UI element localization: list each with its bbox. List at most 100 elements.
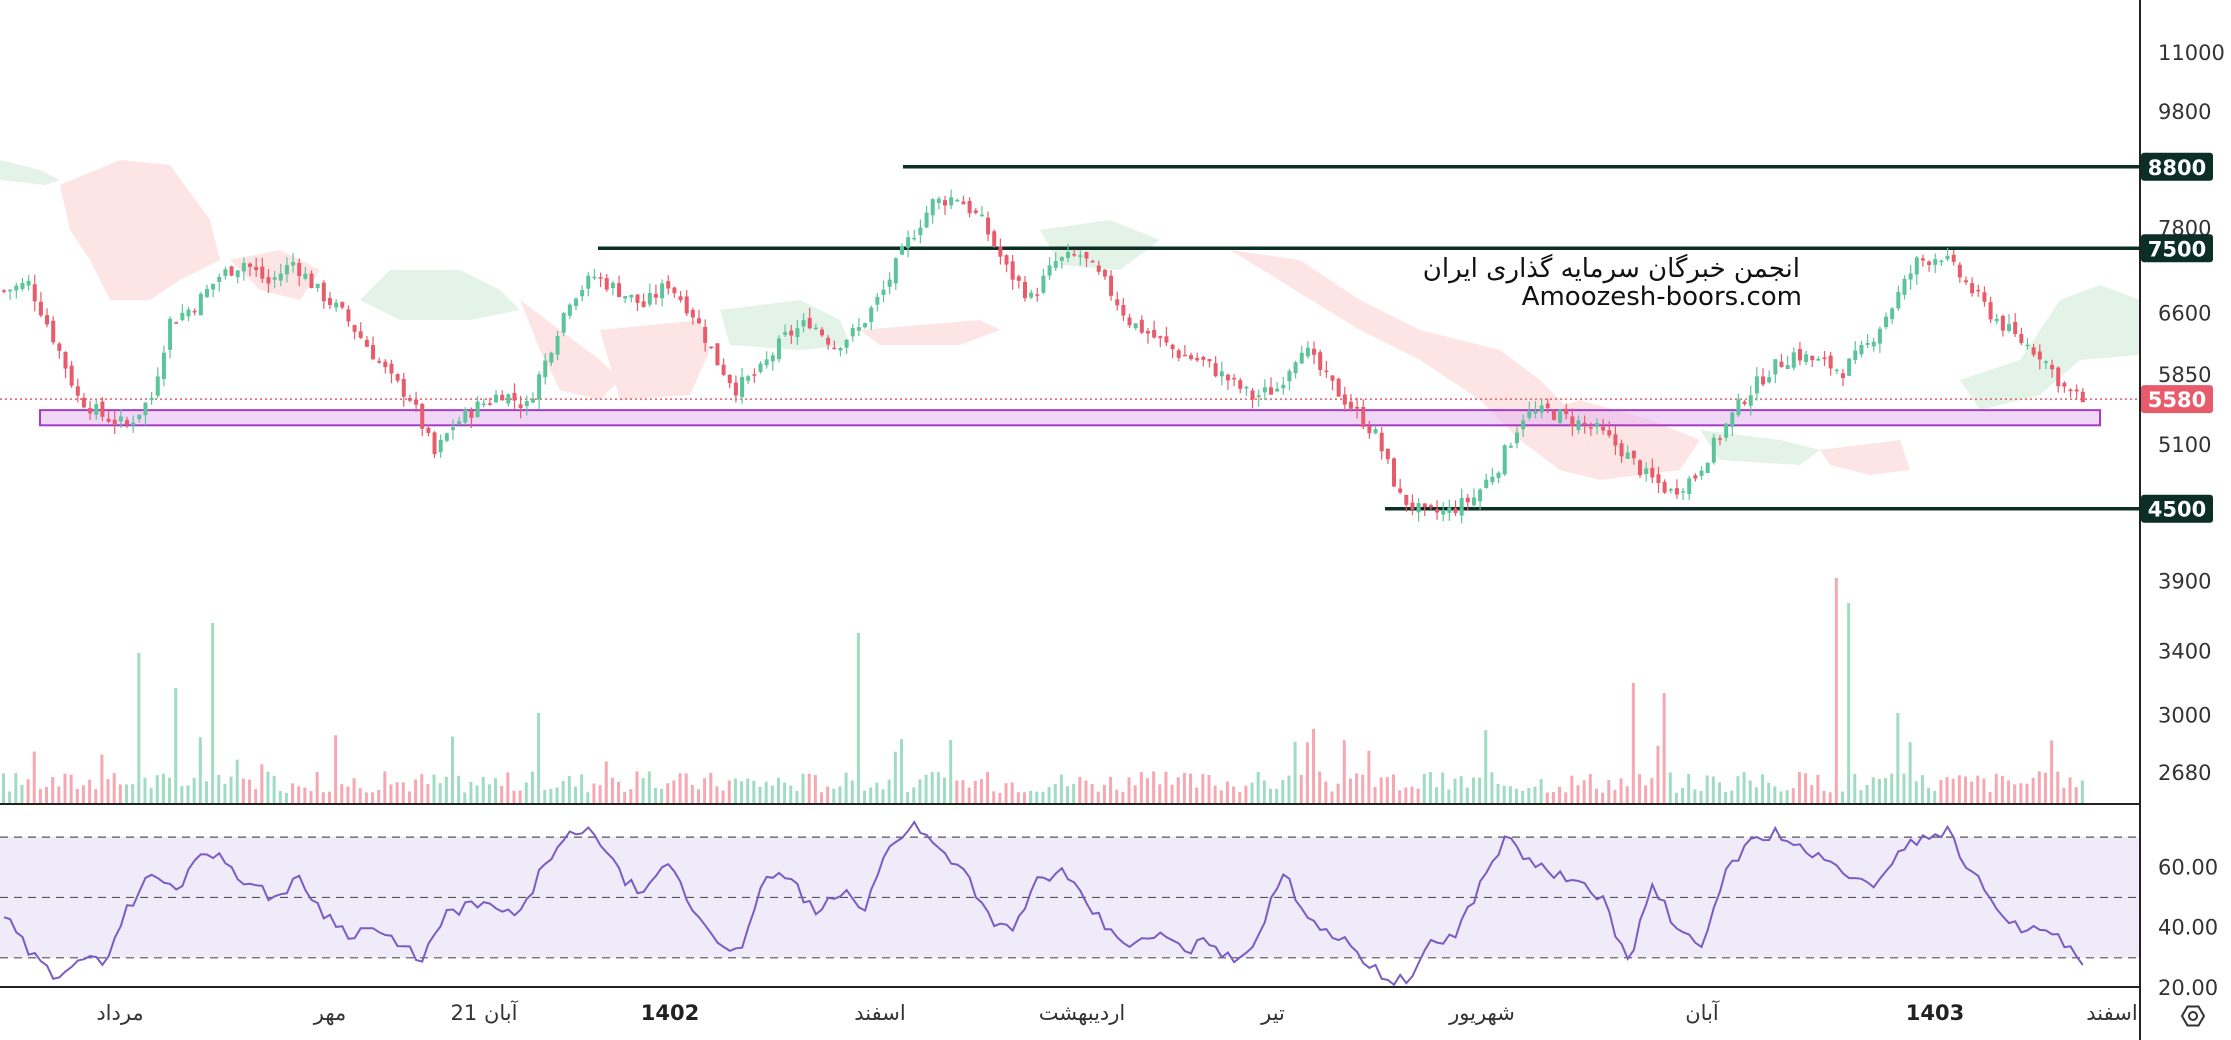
volume-bar — [653, 787, 657, 803]
volume-bar — [1594, 788, 1598, 803]
volume-bar — [752, 780, 756, 803]
cloud-shape-0 — [0, 160, 60, 185]
volume-bar — [543, 790, 547, 803]
volume-bar — [936, 772, 940, 803]
candle — [567, 303, 572, 320]
candle — [1022, 276, 1027, 302]
candle — [217, 273, 222, 292]
volume-bar — [1927, 787, 1931, 803]
price-axis[interactable]: 1100098007800660058505100450039003400300… — [2158, 41, 2225, 785]
candle — [690, 307, 695, 325]
volume-bar — [2037, 771, 2041, 803]
volume-bar — [986, 771, 990, 803]
candle — [1570, 408, 1575, 436]
candle — [1305, 340, 1310, 359]
candle — [118, 408, 123, 428]
rsi-axis[interactable]: 60.00 40.00 20.00 — [2158, 855, 2218, 1000]
candle — [149, 391, 154, 405]
price-tick-label: 3900 — [2158, 570, 2211, 594]
candle — [1428, 503, 1433, 510]
volume-bar — [1859, 790, 1863, 803]
volume-bar — [1330, 791, 1334, 803]
candle — [1084, 251, 1089, 268]
volume-bar — [770, 785, 774, 803]
volume-bar — [899, 739, 903, 803]
candle — [1761, 368, 1766, 387]
cloud-shape-3 — [360, 270, 520, 320]
candle — [610, 280, 615, 296]
volume-bar — [1072, 783, 1076, 803]
candle — [899, 243, 904, 256]
volume-bar — [580, 774, 584, 803]
candle — [703, 319, 708, 352]
volume-bar — [1896, 713, 1900, 803]
volume-bar — [1053, 783, 1057, 803]
volume-bar — [1920, 775, 1924, 803]
cloud-shape-12 — [1820, 440, 1910, 475]
volume-bar — [1182, 772, 1186, 803]
candle — [998, 238, 1003, 265]
candle — [949, 189, 954, 210]
candle — [1361, 399, 1366, 430]
candle — [26, 275, 31, 291]
volume-bar — [949, 739, 953, 803]
time-axis[interactable]: مرداد مهر 21 آبان 1402 اسفند اردیبهشت تیر شهریو… — [96, 1000, 2137, 1025]
svg-text:8800: 8800 — [2148, 156, 2206, 180]
volume-bar — [906, 791, 910, 803]
volume-bars — [2, 578, 2084, 803]
volume-bar — [1281, 780, 1285, 803]
candle — [450, 419, 455, 440]
volume-bar — [1877, 778, 1881, 803]
candle — [1508, 442, 1513, 449]
volume-bar — [1016, 792, 1020, 803]
volume-bar — [961, 780, 965, 803]
candle — [672, 286, 677, 298]
volume-bar — [703, 778, 707, 803]
volume-bar — [740, 781, 744, 803]
candle — [266, 269, 271, 293]
volume-bar — [20, 784, 24, 803]
volume-bar — [1717, 782, 1721, 803]
volume-bar — [1508, 786, 1512, 803]
volume-bar — [955, 780, 959, 803]
volume-bar — [524, 782, 528, 803]
volume-bar — [1761, 774, 1765, 803]
volume-bar — [1090, 783, 1094, 803]
volume-bar — [1219, 790, 1223, 803]
volume-bar — [801, 773, 805, 803]
volume-bar — [2, 773, 5, 803]
candle — [186, 306, 191, 322]
candle — [1502, 444, 1507, 476]
candle — [1674, 479, 1679, 499]
volume-bar — [1748, 780, 1752, 803]
volume-bar — [709, 772, 713, 803]
volume-bar — [1871, 777, 1875, 803]
volume-bar — [2031, 777, 2035, 803]
gear-icon[interactable] — [2180, 1005, 2206, 1027]
time-tick-label: مرداد — [96, 1001, 143, 1025]
volume-bar — [69, 774, 73, 803]
candle — [94, 399, 99, 420]
candle — [1392, 457, 1396, 488]
volume-bar — [1582, 780, 1586, 803]
volume-bar — [1318, 771, 1322, 803]
candle — [820, 327, 825, 337]
volume-bar — [592, 783, 596, 803]
cloud-shape-7 — [860, 320, 1000, 345]
volume-bar — [112, 773, 116, 803]
candle — [426, 424, 431, 437]
volume-bar — [1348, 778, 1352, 803]
candle — [746, 374, 751, 384]
candle — [1219, 361, 1224, 386]
volume-bar — [586, 792, 590, 803]
volume-bar — [1730, 790, 1734, 803]
volume-bar — [1262, 780, 1266, 803]
candle — [1441, 502, 1446, 522]
candle — [1465, 494, 1470, 511]
volume-bar — [1576, 785, 1580, 803]
candle — [1250, 387, 1255, 409]
volume-bar — [450, 736, 454, 803]
volume-bar — [678, 773, 682, 803]
volume-bar — [383, 771, 387, 803]
